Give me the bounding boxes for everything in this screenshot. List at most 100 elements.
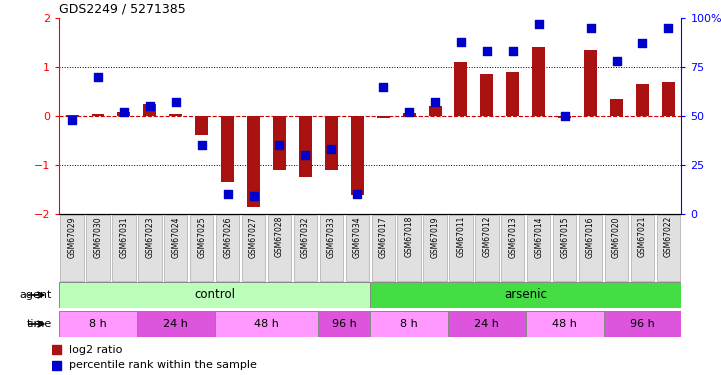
Bar bbox=[527, 215, 550, 280]
Text: 96 h: 96 h bbox=[332, 319, 357, 329]
Point bbox=[611, 58, 622, 64]
Bar bbox=[397, 215, 421, 280]
Text: GSM67011: GSM67011 bbox=[456, 216, 466, 257]
Bar bbox=[553, 215, 576, 280]
Bar bbox=[449, 215, 473, 280]
Point bbox=[326, 146, 337, 152]
Text: GSM67034: GSM67034 bbox=[353, 216, 362, 258]
Bar bbox=[66, 115, 79, 116]
Text: GSM67023: GSM67023 bbox=[146, 216, 154, 258]
Text: percentile rank within the sample: percentile rank within the sample bbox=[69, 360, 257, 370]
Bar bbox=[603, 311, 681, 337]
Bar bbox=[92, 114, 105, 116]
Text: GSM67012: GSM67012 bbox=[482, 216, 492, 257]
Text: GSM67020: GSM67020 bbox=[612, 216, 621, 258]
Point bbox=[585, 25, 596, 31]
Bar bbox=[267, 215, 291, 280]
Bar bbox=[247, 116, 260, 207]
Bar bbox=[371, 311, 448, 337]
Point bbox=[352, 191, 363, 197]
Bar bbox=[506, 72, 519, 116]
Point bbox=[66, 117, 78, 123]
Bar bbox=[215, 311, 319, 337]
Bar bbox=[325, 116, 338, 170]
Bar bbox=[52, 345, 61, 354]
Point bbox=[663, 25, 674, 31]
Bar bbox=[448, 311, 526, 337]
Bar bbox=[52, 361, 61, 370]
Text: GSM67025: GSM67025 bbox=[198, 216, 206, 258]
Bar bbox=[579, 215, 602, 280]
Bar bbox=[59, 311, 137, 337]
Bar bbox=[143, 104, 156, 116]
Point bbox=[533, 21, 544, 27]
Bar bbox=[610, 99, 623, 116]
Bar bbox=[169, 114, 182, 116]
Text: 48 h: 48 h bbox=[254, 319, 279, 329]
Bar bbox=[526, 311, 603, 337]
Point bbox=[118, 109, 130, 115]
Bar bbox=[137, 311, 215, 337]
Text: GSM67013: GSM67013 bbox=[508, 216, 518, 258]
Bar bbox=[195, 116, 208, 135]
Text: 8 h: 8 h bbox=[89, 319, 107, 329]
Bar bbox=[376, 116, 389, 118]
Bar bbox=[558, 116, 571, 118]
Text: 24 h: 24 h bbox=[164, 319, 188, 329]
Point bbox=[300, 152, 311, 158]
Bar bbox=[371, 282, 681, 308]
Bar bbox=[454, 62, 467, 116]
Bar bbox=[319, 311, 371, 337]
Text: GSM67014: GSM67014 bbox=[534, 216, 543, 258]
Bar bbox=[273, 116, 286, 170]
Text: 96 h: 96 h bbox=[630, 319, 655, 329]
Bar bbox=[319, 215, 343, 280]
Text: GSM67024: GSM67024 bbox=[172, 216, 180, 258]
Text: GSM67028: GSM67028 bbox=[275, 216, 284, 257]
Point bbox=[481, 48, 492, 54]
Text: GSM67030: GSM67030 bbox=[94, 216, 102, 258]
Text: GDS2249 / 5271385: GDS2249 / 5271385 bbox=[59, 3, 186, 15]
Text: GSM67022: GSM67022 bbox=[664, 216, 673, 257]
Text: arsenic: arsenic bbox=[505, 288, 547, 302]
Text: GSM67026: GSM67026 bbox=[223, 216, 232, 258]
Text: 8 h: 8 h bbox=[400, 319, 418, 329]
Bar bbox=[216, 215, 239, 280]
Bar bbox=[480, 74, 493, 116]
Bar bbox=[138, 215, 162, 280]
Point bbox=[248, 194, 260, 200]
Text: GSM67018: GSM67018 bbox=[404, 216, 414, 257]
Bar bbox=[657, 215, 680, 280]
Bar bbox=[371, 215, 395, 280]
Bar bbox=[299, 116, 312, 177]
Text: GSM67033: GSM67033 bbox=[327, 216, 336, 258]
Text: 48 h: 48 h bbox=[552, 319, 577, 329]
Bar bbox=[242, 215, 265, 280]
Bar bbox=[636, 84, 649, 116]
Point bbox=[377, 84, 389, 90]
Text: control: control bbox=[194, 288, 235, 302]
Bar bbox=[221, 116, 234, 182]
Bar bbox=[351, 116, 364, 195]
Text: GSM67027: GSM67027 bbox=[249, 216, 258, 258]
Text: time: time bbox=[27, 319, 52, 329]
Text: GSM67017: GSM67017 bbox=[379, 216, 388, 258]
Bar bbox=[532, 47, 545, 116]
Point bbox=[222, 191, 234, 197]
Text: GSM67015: GSM67015 bbox=[560, 216, 569, 258]
Bar bbox=[59, 282, 371, 308]
Text: GSM67019: GSM67019 bbox=[430, 216, 440, 258]
Point bbox=[637, 40, 648, 46]
Bar bbox=[118, 112, 131, 116]
Bar bbox=[605, 215, 628, 280]
Bar bbox=[631, 215, 654, 280]
Bar bbox=[345, 215, 369, 280]
Point bbox=[196, 142, 208, 148]
Bar bbox=[402, 113, 415, 116]
Point bbox=[403, 109, 415, 115]
Point bbox=[274, 142, 286, 148]
Point bbox=[92, 74, 104, 80]
Bar bbox=[87, 215, 110, 280]
Bar bbox=[475, 215, 498, 280]
Bar bbox=[112, 215, 136, 280]
